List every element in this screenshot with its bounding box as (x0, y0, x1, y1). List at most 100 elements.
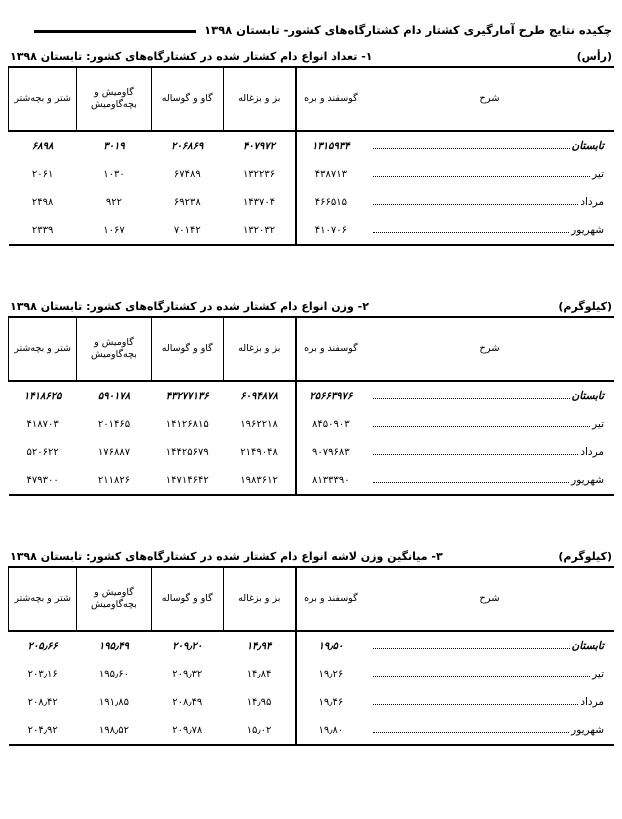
row-label-cell: مرداد (365, 438, 614, 466)
cell-buffalo: ۱۹۸٫۵۲ (76, 716, 152, 746)
cell-sheep: ۱۹٫۴۶ (294, 688, 365, 716)
table-3-unit: (کیلوگرم) (558, 550, 612, 563)
column-header-goat: بز و بزغاله (222, 66, 296, 132)
cell-camel: ۶۸۹۸ (31, 140, 54, 152)
running-head-rule (34, 29, 197, 33)
dot-leader (372, 481, 570, 483)
cell-buffalo: ۹۲۲ (105, 196, 123, 208)
cell-camel: ۴۱۸۷۰۳ (26, 418, 59, 430)
column-header-buffalo-line1: گاومیش و (94, 87, 134, 99)
table-row: شهریور ۸۱۳۳۳۹۰ ۱۹۸۳۶۱۲ ۱۴۷۱۴۶۴۲ ۲۱۱۸۲۶ ۴… (8, 466, 614, 496)
statistics-table-1: شرح گوسفند و بره بز و بزغاله گاو و گوسال… (7, 66, 615, 246)
table-row: تیر ۸۴۵۰۹۰۳ ۱۹۶۲۲۱۸ ۱۴۱۲۶۸۱۵ ۲۰۱۴۶۵ ۴۱۸۷… (9, 410, 615, 438)
table-block-1: ۱- تعداد انواع دام کشتار شده در کشتارگاه… (7, 50, 615, 246)
row-label-cell: تیر (365, 160, 614, 188)
cell-goat: ۶۰۹۴۸۷۸ (240, 390, 278, 402)
table-1-body: تابستان ۱۳۱۵۹۳۴ ۴۰۷۹۷۲ ۲۰۶۸۶۹ ۳۰۱۹ ۶۸۹۸ … (8, 131, 615, 246)
row-label-cell: تابستان (365, 631, 614, 660)
dot-leader (372, 647, 570, 649)
row-label-cell: تیر (365, 410, 614, 438)
column-header-camel: شتر و بچه‌شتر (7, 566, 77, 632)
dot-leader (372, 425, 591, 427)
cell-buffalo: ۱۹۱٫۸۵ (98, 696, 130, 708)
dot-leader (372, 175, 591, 177)
table-header-row: شرح گوسفند و بره بز و بزغاله گاو و گوسال… (7, 316, 614, 382)
column-header-desc: شرح (364, 566, 614, 632)
cell-cattle: ۲۰۹٫۲۰ (172, 640, 203, 652)
table-row: شهریور ۴۱۰۷۰۶ ۱۳۲۰۳۲ ۷۰۱۴۲ ۱۰۶۷ ۲۳۳۹ (8, 216, 614, 246)
cell-sheep: ۴۶۶۵۱۵ (294, 188, 365, 216)
table-header-row: شرح گوسفند و بره بز و بزغاله گاو و گوسال… (7, 566, 614, 632)
cell-goat: ۱۹۸۳۶۱۲ (223, 466, 296, 496)
column-header-desc: شرح (364, 66, 614, 132)
table-block-2: ۲- وزن انواع دام کشتار شده در کشتارگاه‌ه… (7, 300, 615, 496)
row-label-cell: شهریور (364, 716, 614, 746)
row-label-cell: تیر (365, 660, 614, 688)
column-header-sheep: گوسفند و بره (294, 66, 365, 132)
dot-leader (372, 397, 570, 399)
cell-goat: ۱۳۲۲۳۶ (242, 168, 276, 180)
cell-camel: ۱۴۱۸۶۲۵ (23, 390, 62, 402)
cell-camel: ۲۰۵٫۶۶ (27, 640, 58, 652)
row-label: شهریور (571, 474, 604, 486)
table-1-title-row: ۱- تعداد انواع دام کشتار شده در کشتارگاه… (8, 50, 614, 66)
cell-cattle: ۶۷۴۸۹ (173, 168, 201, 180)
table-row: تیر ۴۳۸۷۱۳ ۱۳۲۲۳۶ ۶۷۴۸۹ ۱۰۳۰ ۲۰۶۱ (9, 160, 615, 188)
column-header-buffalo: گاومیش و بچه‌گاومیش (76, 66, 152, 132)
cell-cattle: ۴۳۲۷۷۱۳۶ (165, 390, 209, 402)
table-row: تیر ۱۹٫۲۶ ۱۴٫۸۴ ۲۰۹٫۳۲ ۱۹۵٫۶۰ ۲۰۳٫۱۶ (9, 660, 615, 688)
cell-cattle: ۲۰۹٫۷۸ (151, 716, 224, 746)
cell-camel: ۲۰۳٫۱۶ (27, 668, 58, 680)
table-1-title: ۱- تعداد انواع دام کشتار شده در کشتارگاه… (10, 50, 373, 63)
cell-sheep: ۹۰۷۹۶۸۳ (294, 438, 365, 466)
cell-sheep: ۸۴۵۰۹۰۳ (294, 410, 365, 438)
table-row: تابستان ۲۵۶۶۳۹۷۶ ۶۰۹۴۸۷۸ ۴۳۲۷۷۱۳۶ ۵۹۰۱۷۸… (9, 381, 615, 410)
cell-buffalo: ۵۹۰۱۷۸ (97, 390, 131, 402)
column-header-cattle: گاو و گوساله (150, 566, 224, 632)
column-header-buffalo: گاومیش و بچه‌گاومیش (76, 316, 152, 382)
row-label: مرداد (580, 446, 604, 458)
cell-camel: ۲۰۴٫۹۲ (8, 716, 77, 746)
cell-camel: ۴۷۹۳۰۰ (8, 466, 77, 496)
column-header-buffalo-line1: گاومیش و (94, 587, 134, 599)
table-block-3: ۳- میانگین وزن لاشه انواع دام کشتار شده … (7, 550, 615, 746)
table-3-title-row: ۳- میانگین وزن لاشه انواع دام کشتار شده … (8, 550, 614, 566)
row-label-cell: مرداد (365, 688, 614, 716)
cell-sheep: ۱۳۱۵۹۳۴ (294, 131, 365, 160)
table-header-row: شرح گوسفند و بره بز و بزغاله گاو و گوسال… (7, 66, 614, 132)
column-header-goat: بز و بزغاله (222, 566, 296, 632)
cell-cattle: ۷۰۱۴۲ (151, 216, 224, 246)
cell-sheep: ۴۱۰۷۰۶ (294, 216, 365, 246)
table-2-title-row: ۲- وزن انواع دام کشتار شده در کشتارگاه‌ه… (8, 300, 614, 316)
dot-leader (372, 703, 579, 705)
row-label-cell: مرداد (365, 188, 614, 216)
table-2-body: تابستان ۲۵۶۶۳۹۷۶ ۶۰۹۴۸۷۸ ۴۳۲۷۷۱۳۶ ۵۹۰۱۷۸… (8, 381, 615, 496)
cell-buffalo: ۲۰۱۴۶۵ (97, 418, 131, 430)
row-label: مرداد (580, 696, 604, 708)
cell-goat: ۱۳۲۰۳۲ (223, 216, 296, 246)
column-header-desc: شرح (364, 316, 614, 382)
column-header-sheep: گوسفند و بره (294, 316, 365, 382)
cell-buffalo: ۱۰۳۰ (103, 168, 125, 180)
cell-sheep: ۱۹٫۸۰ (294, 716, 365, 746)
cell-camel: ۲۳۳۹ (8, 216, 77, 246)
statistics-table-2: شرح گوسفند و بره بز و بزغاله گاو و گوسال… (7, 316, 615, 496)
row-label-cell: تابستان (365, 131, 614, 160)
cell-cattle: ۱۴۷۱۴۶۴۲ (151, 466, 224, 496)
table-row: تابستان ۱۳۱۵۹۳۴ ۴۰۷۹۷۲ ۲۰۶۸۶۹ ۳۰۱۹ ۶۸۹۸ (9, 131, 615, 160)
dot-leader (372, 731, 570, 733)
table-3-body: تابستان ۱۹٫۵۰ ۱۴٫۹۴ ۲۰۹٫۲۰ ۱۹۵٫۴۹ ۲۰۵٫۶۶… (8, 631, 615, 746)
table-3-title: ۳- میانگین وزن لاشه انواع دام کشتار شده … (10, 550, 443, 563)
cell-camel: ۵۲۰۶۲۲ (26, 446, 59, 458)
running-head-title: چکیده نتایج طرح آمارگیری کشتار دام کشتار… (204, 23, 612, 37)
cell-buffalo: ۱۹۵٫۴۹ (98, 640, 130, 652)
dot-leader (372, 203, 579, 205)
dot-leader (372, 675, 591, 677)
cell-cattle: ۲۰۶۸۶۹ (171, 140, 204, 152)
dot-leader (372, 231, 570, 233)
cell-camel: ۲۰۶۱ (31, 168, 54, 180)
row-label: تابستان (571, 640, 605, 652)
column-header-goat: بز و بزغاله (222, 316, 296, 382)
running-head: چکیده نتایج طرح آمارگیری کشتار دام کشتار… (10, 20, 612, 40)
